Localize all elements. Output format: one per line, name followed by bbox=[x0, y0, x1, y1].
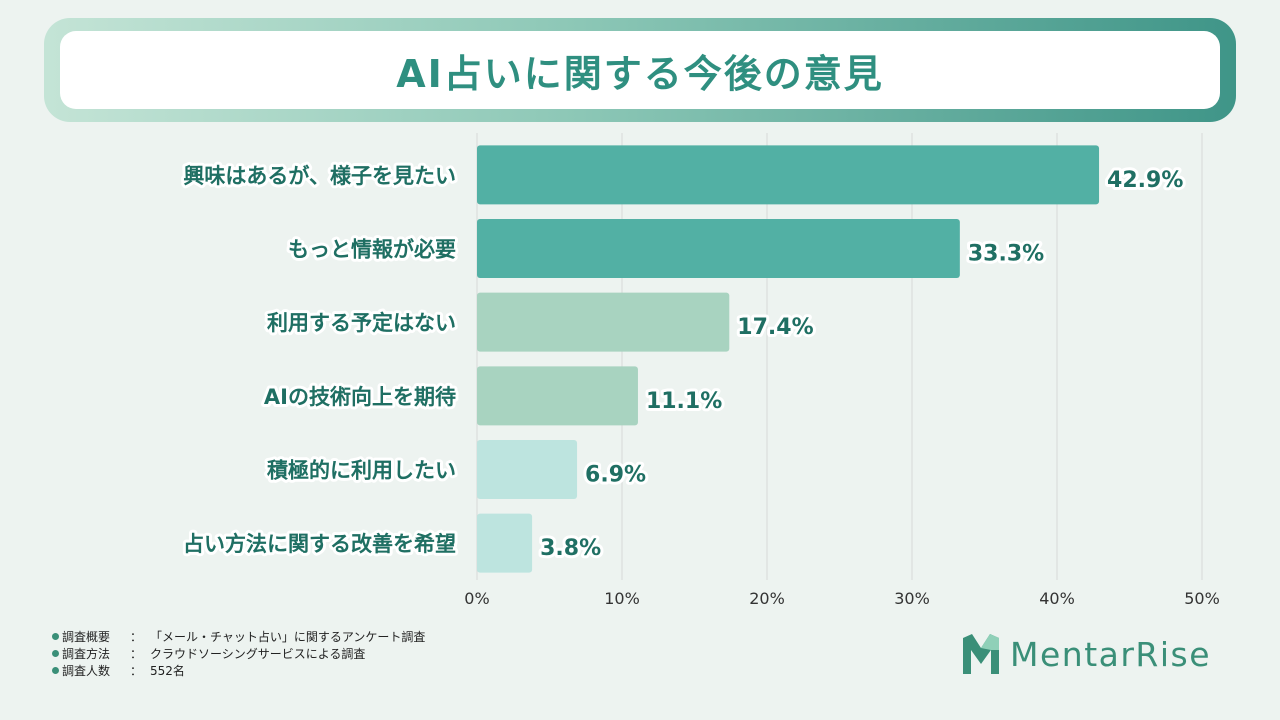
logo-text: MentarRise bbox=[1010, 634, 1212, 674]
note-key: 調査方法 bbox=[62, 647, 111, 661]
title-panel: AI占いに関する今後の意見 bbox=[60, 31, 1220, 109]
title-banner: AI占いに関する今後の意見 bbox=[44, 18, 1236, 122]
data-label: 33.3% bbox=[968, 242, 1044, 267]
note-separator: ： bbox=[129, 630, 142, 644]
note-value: 552名 bbox=[150, 664, 185, 678]
note-row: 調査方法 ： クラウドソーシングサービスによる調査 bbox=[52, 645, 425, 662]
category-label: 利用する予定はない bbox=[267, 311, 456, 335]
data-label: 3.8% bbox=[540, 536, 601, 561]
note-row: 調査概要 ： 「メール・チャット占い」に関するアンケート調査 bbox=[52, 628, 425, 645]
note-value: 「メール・チャット占い」に関するアンケート調査 bbox=[150, 630, 426, 644]
note-separator: ： bbox=[129, 647, 142, 661]
bar bbox=[477, 440, 578, 499]
category-label: AIの技術向上を期待 bbox=[264, 385, 456, 409]
bar bbox=[477, 219, 960, 278]
bar bbox=[477, 366, 638, 426]
category-label: 積極的に利用したい bbox=[267, 459, 456, 483]
data-label: 11.1% bbox=[646, 389, 722, 414]
bullet-dot-icon bbox=[52, 650, 59, 657]
data-label: 6.9% bbox=[585, 463, 646, 488]
x-tick-label: 0% bbox=[464, 589, 489, 608]
note-value: クラウドソーシングサービスによる調査 bbox=[150, 647, 366, 661]
bar bbox=[477, 292, 730, 352]
x-tick-label: 30% bbox=[894, 589, 930, 608]
category-label: 興味はあるが、様子を見たい bbox=[183, 164, 456, 188]
chart-title: AI占いに関する今後の意見 bbox=[396, 51, 884, 96]
note-key: 調査概要 bbox=[62, 630, 111, 644]
note-separator: ： bbox=[129, 664, 142, 678]
data-label: 42.9% bbox=[1107, 168, 1183, 193]
x-tick-label: 40% bbox=[1039, 589, 1075, 608]
note-row: 調査人数 ： 552名 bbox=[52, 662, 425, 679]
bar bbox=[477, 513, 533, 573]
x-tick-label: 10% bbox=[604, 589, 640, 608]
x-tick-label: 50% bbox=[1184, 589, 1220, 608]
bullet-dot-icon bbox=[52, 667, 59, 674]
note-key: 調査人数 bbox=[62, 664, 111, 678]
category-label: 占い方法に関する改善を希望 bbox=[183, 532, 456, 556]
data-label: 17.4% bbox=[737, 315, 813, 340]
category-label: もっと情報が必要 bbox=[288, 238, 456, 262]
survey-notes: 調査概要 ： 「メール・チャット占い」に関するアンケート調査 調査方法 ： クラ… bbox=[52, 628, 425, 679]
bullet-dot-icon bbox=[52, 633, 59, 640]
x-tick-label: 20% bbox=[749, 589, 785, 608]
mentarrise-m-logo-icon bbox=[963, 634, 999, 674]
brand-logo: MentarRise bbox=[960, 630, 1211, 678]
bar bbox=[477, 145, 1100, 205]
